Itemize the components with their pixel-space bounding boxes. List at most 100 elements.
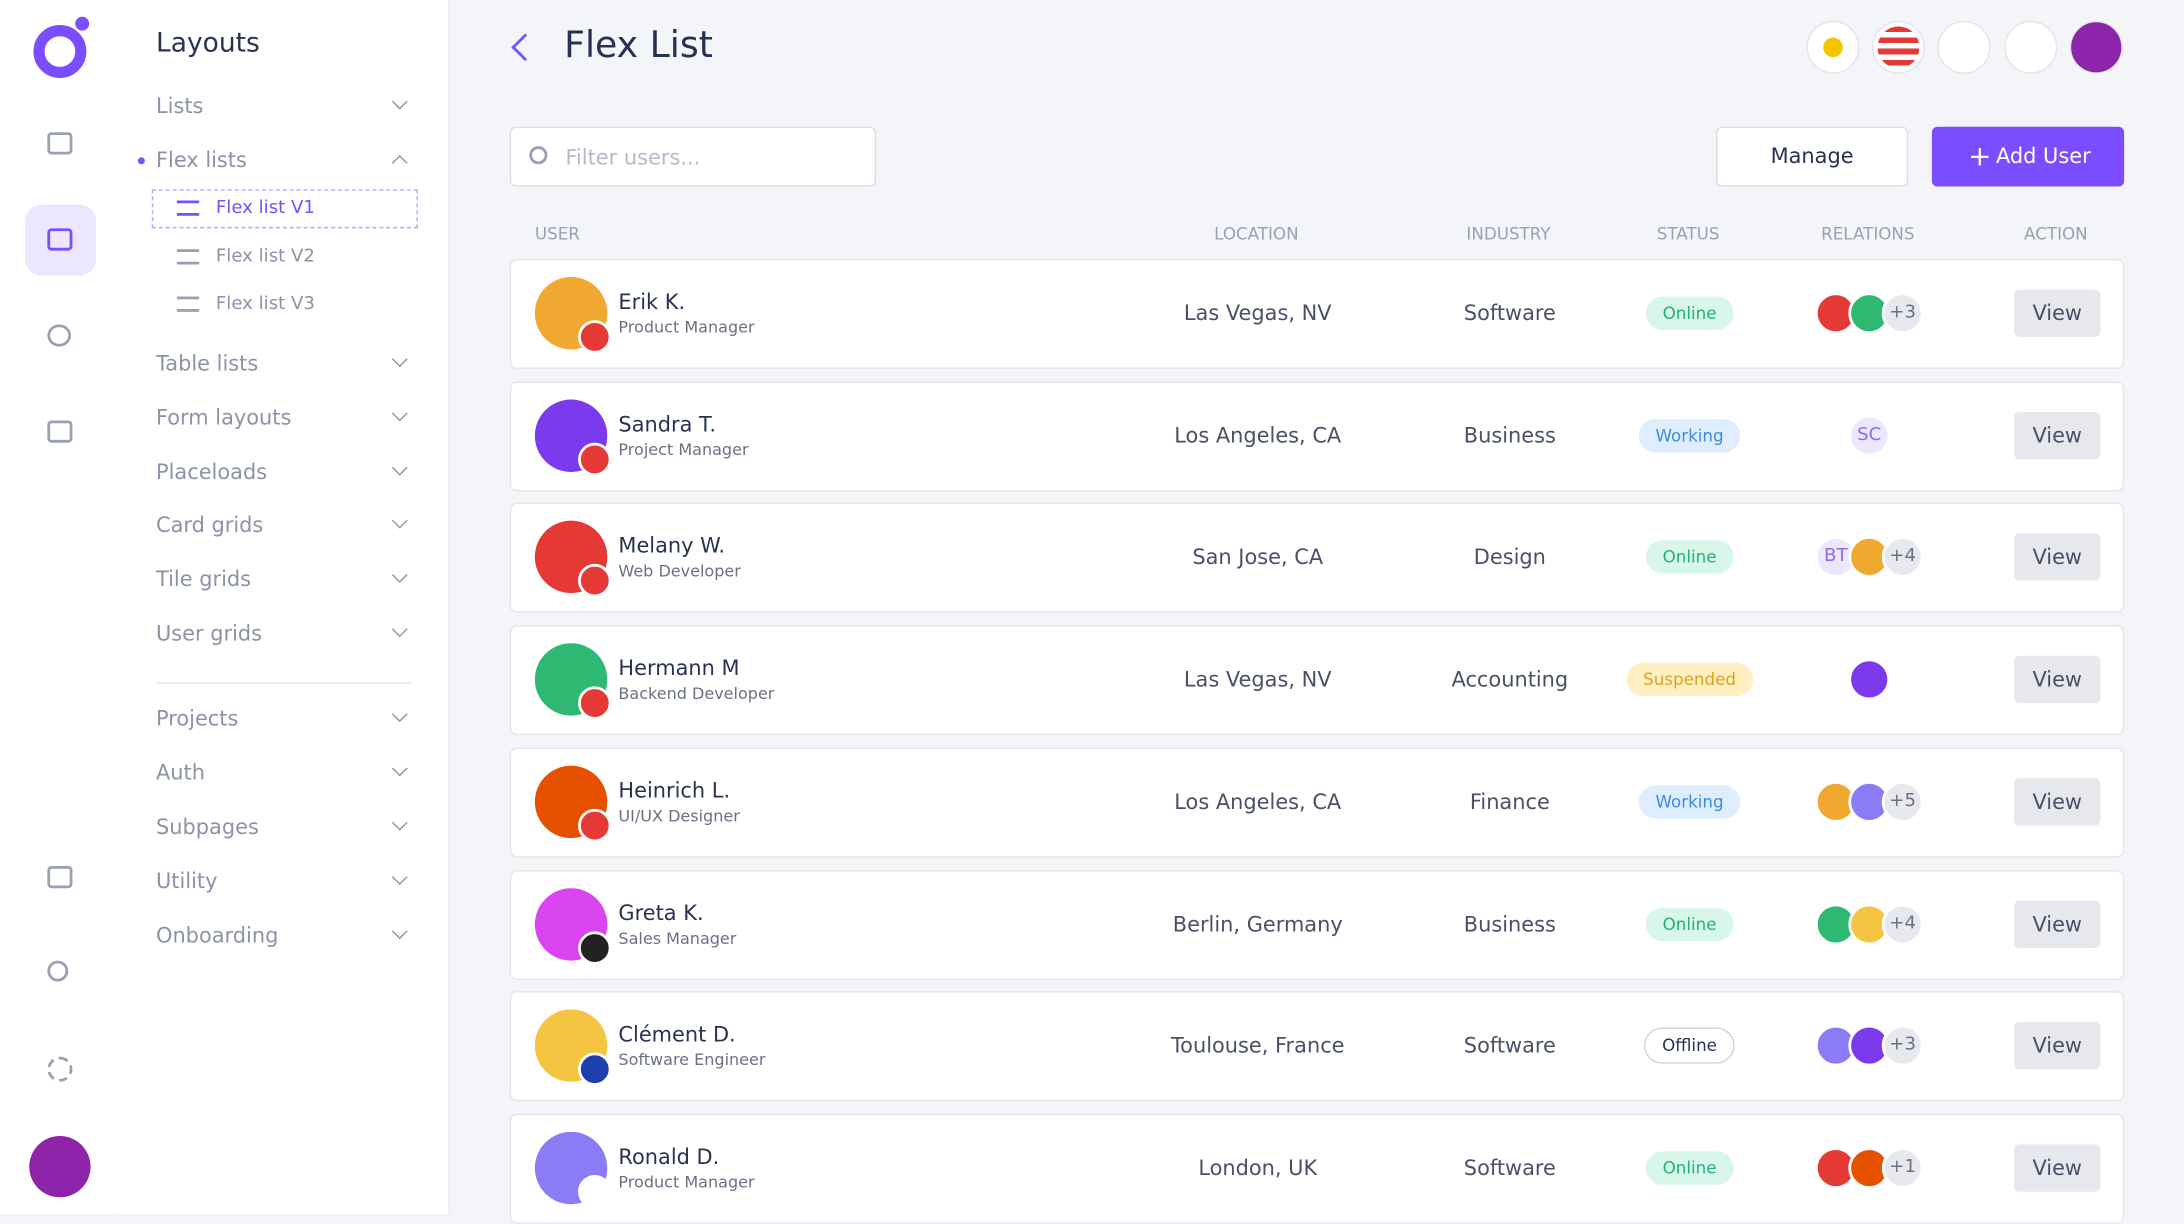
user-name: Ronald D.	[618, 1144, 720, 1170]
add-user-label: Add User	[1995, 143, 2091, 169]
status-badge: Online	[1645, 540, 1734, 575]
status-badge: Online	[1645, 296, 1734, 330]
chevron	[391, 459, 408, 476]
chevron	[391, 93, 408, 110]
relation-avatar	[1848, 658, 1891, 701]
industry: Finance	[1469, 789, 1550, 815]
menu-item[interactable]: Auth	[156, 760, 205, 786]
location: San Jose, CA	[1192, 544, 1324, 570]
chevron	[391, 567, 408, 584]
menu-item[interactable]: Subpages	[156, 814, 259, 840]
status-badge: Working	[1638, 784, 1741, 819]
relation-badge: SC	[1848, 414, 1891, 457]
search-icon[interactable]	[47, 960, 69, 982]
search-box[interactable]: Filter users...	[509, 126, 877, 187]
submenu-icon	[176, 200, 200, 216]
menu-item[interactable]: Lists	[156, 93, 204, 119]
view-button[interactable]: View	[2014, 1022, 2101, 1070]
menu-item[interactable]: Utility	[156, 868, 218, 894]
user-role: Product Manager	[618, 317, 755, 337]
country-flag	[578, 442, 612, 476]
back-button[interactable]	[511, 33, 539, 62]
relation-badge: +4	[1881, 536, 1924, 579]
icon-rail	[0, 0, 122, 1214]
menu-item[interactable]: Table lists	[156, 350, 259, 376]
view-button[interactable]: View	[2014, 411, 2101, 459]
nav-icon[interactable]	[47, 132, 73, 155]
location: Los Angeles, CA	[1174, 789, 1342, 815]
industry: Software	[1463, 300, 1556, 326]
chevron	[391, 621, 408, 638]
view-button[interactable]: View	[2014, 533, 2101, 582]
chevron	[391, 513, 408, 530]
country-flag	[578, 1174, 612, 1209]
user-name: Sandra T.	[618, 411, 716, 437]
view-button[interactable]: View	[2014, 289, 2101, 337]
add-user-button[interactable]: + Add User	[1931, 126, 2125, 187]
nav-active[interactable]	[25, 204, 97, 276]
user-role: Product Manager	[618, 1172, 755, 1192]
menu-item[interactable]: User grids	[156, 620, 263, 646]
column-header: LOCATION	[1214, 224, 1299, 244]
submenu-item[interactable]: Flex list V2	[215, 245, 315, 267]
relation-badge: +5	[1881, 780, 1924, 823]
industry: Design	[1473, 544, 1546, 570]
sun	[1823, 37, 1843, 58]
chevron	[391, 869, 408, 885]
manage-button[interactable]: Manage	[1716, 126, 1909, 187]
language[interactable]	[1872, 20, 1925, 74]
menu-item[interactable]: Projects	[156, 705, 239, 731]
nav-icon[interactable]	[47, 865, 73, 889]
menu-item[interactable]: Onboarding	[156, 923, 279, 949]
view-button[interactable]: View	[2014, 900, 2101, 948]
industry: Business	[1463, 911, 1556, 937]
apps[interactable]	[2004, 20, 2058, 74]
settings-icon[interactable]	[47, 1056, 73, 1082]
menu-item[interactable]: Form layouts	[156, 404, 292, 430]
submenu-item[interactable]: Flex list V1	[215, 197, 315, 219]
user-name: Melany W.	[618, 533, 726, 559]
view-button[interactable]: View	[2014, 655, 2101, 704]
menu-item[interactable]: Card grids	[156, 512, 264, 538]
logo	[33, 25, 87, 78]
country-flag	[578, 930, 612, 965]
profile[interactable]	[2069, 20, 2123, 74]
relation-badge: +4	[1881, 902, 1924, 945]
location: Los Angeles, CA	[1174, 422, 1342, 448]
submenu-item[interactable]: Flex list V3	[215, 293, 315, 315]
nav-icon[interactable]	[47, 420, 73, 443]
user-row: Ronald D. Product Manager London, UK Softwa…	[509, 1113, 2125, 1224]
user-avatar[interactable]	[29, 1136, 91, 1198]
view-button[interactable]: View	[2014, 777, 2101, 826]
chevron	[391, 923, 408, 940]
column-header: ACTION	[2024, 224, 2088, 244]
status-badge: Suspended	[1626, 662, 1753, 697]
menu-item[interactable]: Tile grids	[156, 566, 252, 592]
user-role: Web Developer	[618, 561, 741, 582]
menu-item[interactable]: Placeloads	[156, 458, 268, 484]
column-header: INDUSTRY	[1466, 224, 1551, 244]
location: Las Vegas, NV	[1183, 300, 1332, 326]
chevron	[391, 760, 408, 777]
user-name: Heinrich L.	[618, 777, 731, 804]
notifications[interactable]	[1937, 20, 1991, 74]
theme-toggle[interactable]	[1806, 20, 1860, 74]
chevron	[391, 405, 408, 422]
nav-icon[interactable]	[47, 228, 73, 251]
status-badge: Working	[1638, 418, 1741, 453]
column-header: USER	[534, 224, 580, 244]
page-title: Flex List	[564, 25, 713, 67]
search-icon	[529, 146, 548, 165]
sidebar: Layouts Lists Flex lists Flex list V1 Flex …	[119, 0, 450, 1214]
chevron	[391, 814, 408, 831]
column-header: RELATIONS	[1821, 224, 1915, 244]
view-button[interactable]: View	[2014, 1144, 2101, 1192]
user-row: Erik K. Product Manager Las Vegas, NV Softw…	[509, 258, 2125, 369]
user-name: Erik K.	[618, 289, 686, 315]
user-role: Project Manager	[618, 439, 749, 459]
menu-item[interactable]: Flex lists	[156, 147, 247, 173]
nav-icon[interactable]	[47, 324, 72, 347]
location: Berlin, Germany	[1172, 911, 1343, 937]
location: Las Vegas, NV	[1183, 666, 1332, 693]
